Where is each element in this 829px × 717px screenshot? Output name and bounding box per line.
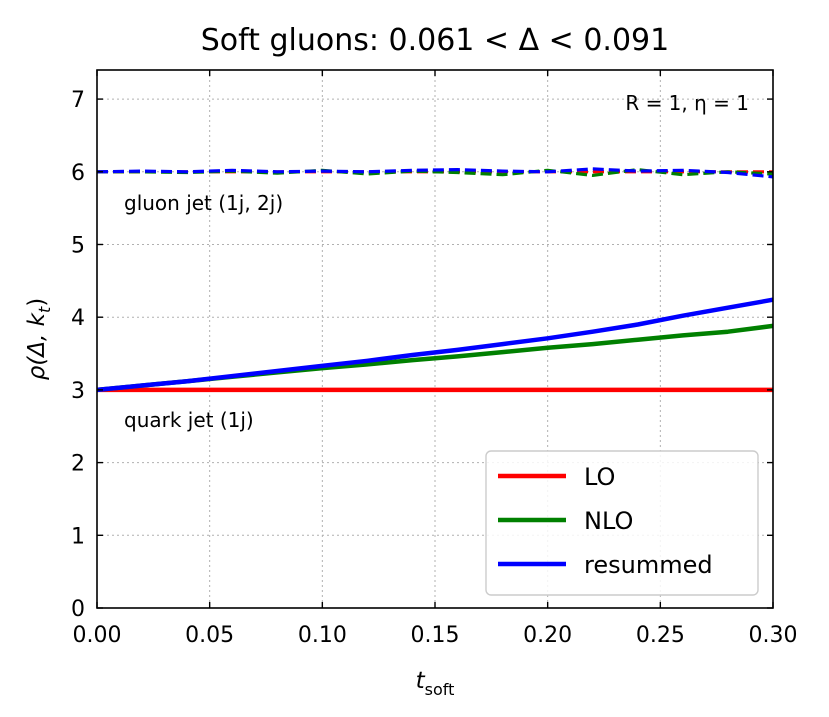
x-tick-label: 0.20 xyxy=(523,623,572,648)
legend-label-resummed: resummed xyxy=(584,551,713,579)
x-axis-label-main: t xyxy=(416,668,426,694)
x-tick-label: 0.15 xyxy=(411,623,460,648)
y-tick-label: 0 xyxy=(71,597,85,622)
legend: LO NLO resummed xyxy=(485,450,759,596)
y-tick-label: 2 xyxy=(71,452,85,477)
x-tick-label: 0.00 xyxy=(73,623,122,648)
quark-annotation: quark jet (1j) xyxy=(124,408,254,432)
series-resummed-quark xyxy=(96,297,774,393)
axis-ticks: 0.00 0.05 0.10 0.15 0.20 0.25 0.30 0 1 2 3 4 5 6 7 xyxy=(71,70,797,648)
y-axis-label-main: ρ(Δ, k xyxy=(24,311,50,380)
y-axis-label-close: ) xyxy=(24,298,50,307)
plot-series xyxy=(96,167,774,393)
series-resummed-gluon xyxy=(96,167,774,179)
x-tick-label: 0.30 xyxy=(749,623,798,648)
x-tick-label: 0.25 xyxy=(636,623,685,648)
params-annotation: R = 1, η = 1 xyxy=(625,91,749,115)
gluon-annotation: gluon jet (1j, 2j) xyxy=(124,191,283,215)
legend-box xyxy=(485,450,759,596)
x-axis-label-sub: soft xyxy=(425,680,455,699)
y-tick-label: 4 xyxy=(71,306,85,331)
y-tick-label: 5 xyxy=(71,233,85,258)
y-tick-label: 1 xyxy=(71,524,85,549)
chart-title: Soft gluons: 0.061 < Δ < 0.091 xyxy=(201,23,669,58)
y-tick-label: 6 xyxy=(71,161,85,186)
legend-label-lo: LO xyxy=(584,463,615,491)
legend-label-nlo: NLO xyxy=(584,507,633,535)
x-tick-label: 0.05 xyxy=(185,623,234,648)
y-tick-label: 3 xyxy=(71,379,85,404)
x-tick-label: 0.10 xyxy=(298,623,347,648)
y-axis-label-sub: t xyxy=(35,306,54,313)
x-axis-label: tsoft xyxy=(416,668,455,699)
y-axis-label: ρ(Δ, kt) xyxy=(24,298,54,381)
y-tick-label: 7 xyxy=(71,88,85,113)
